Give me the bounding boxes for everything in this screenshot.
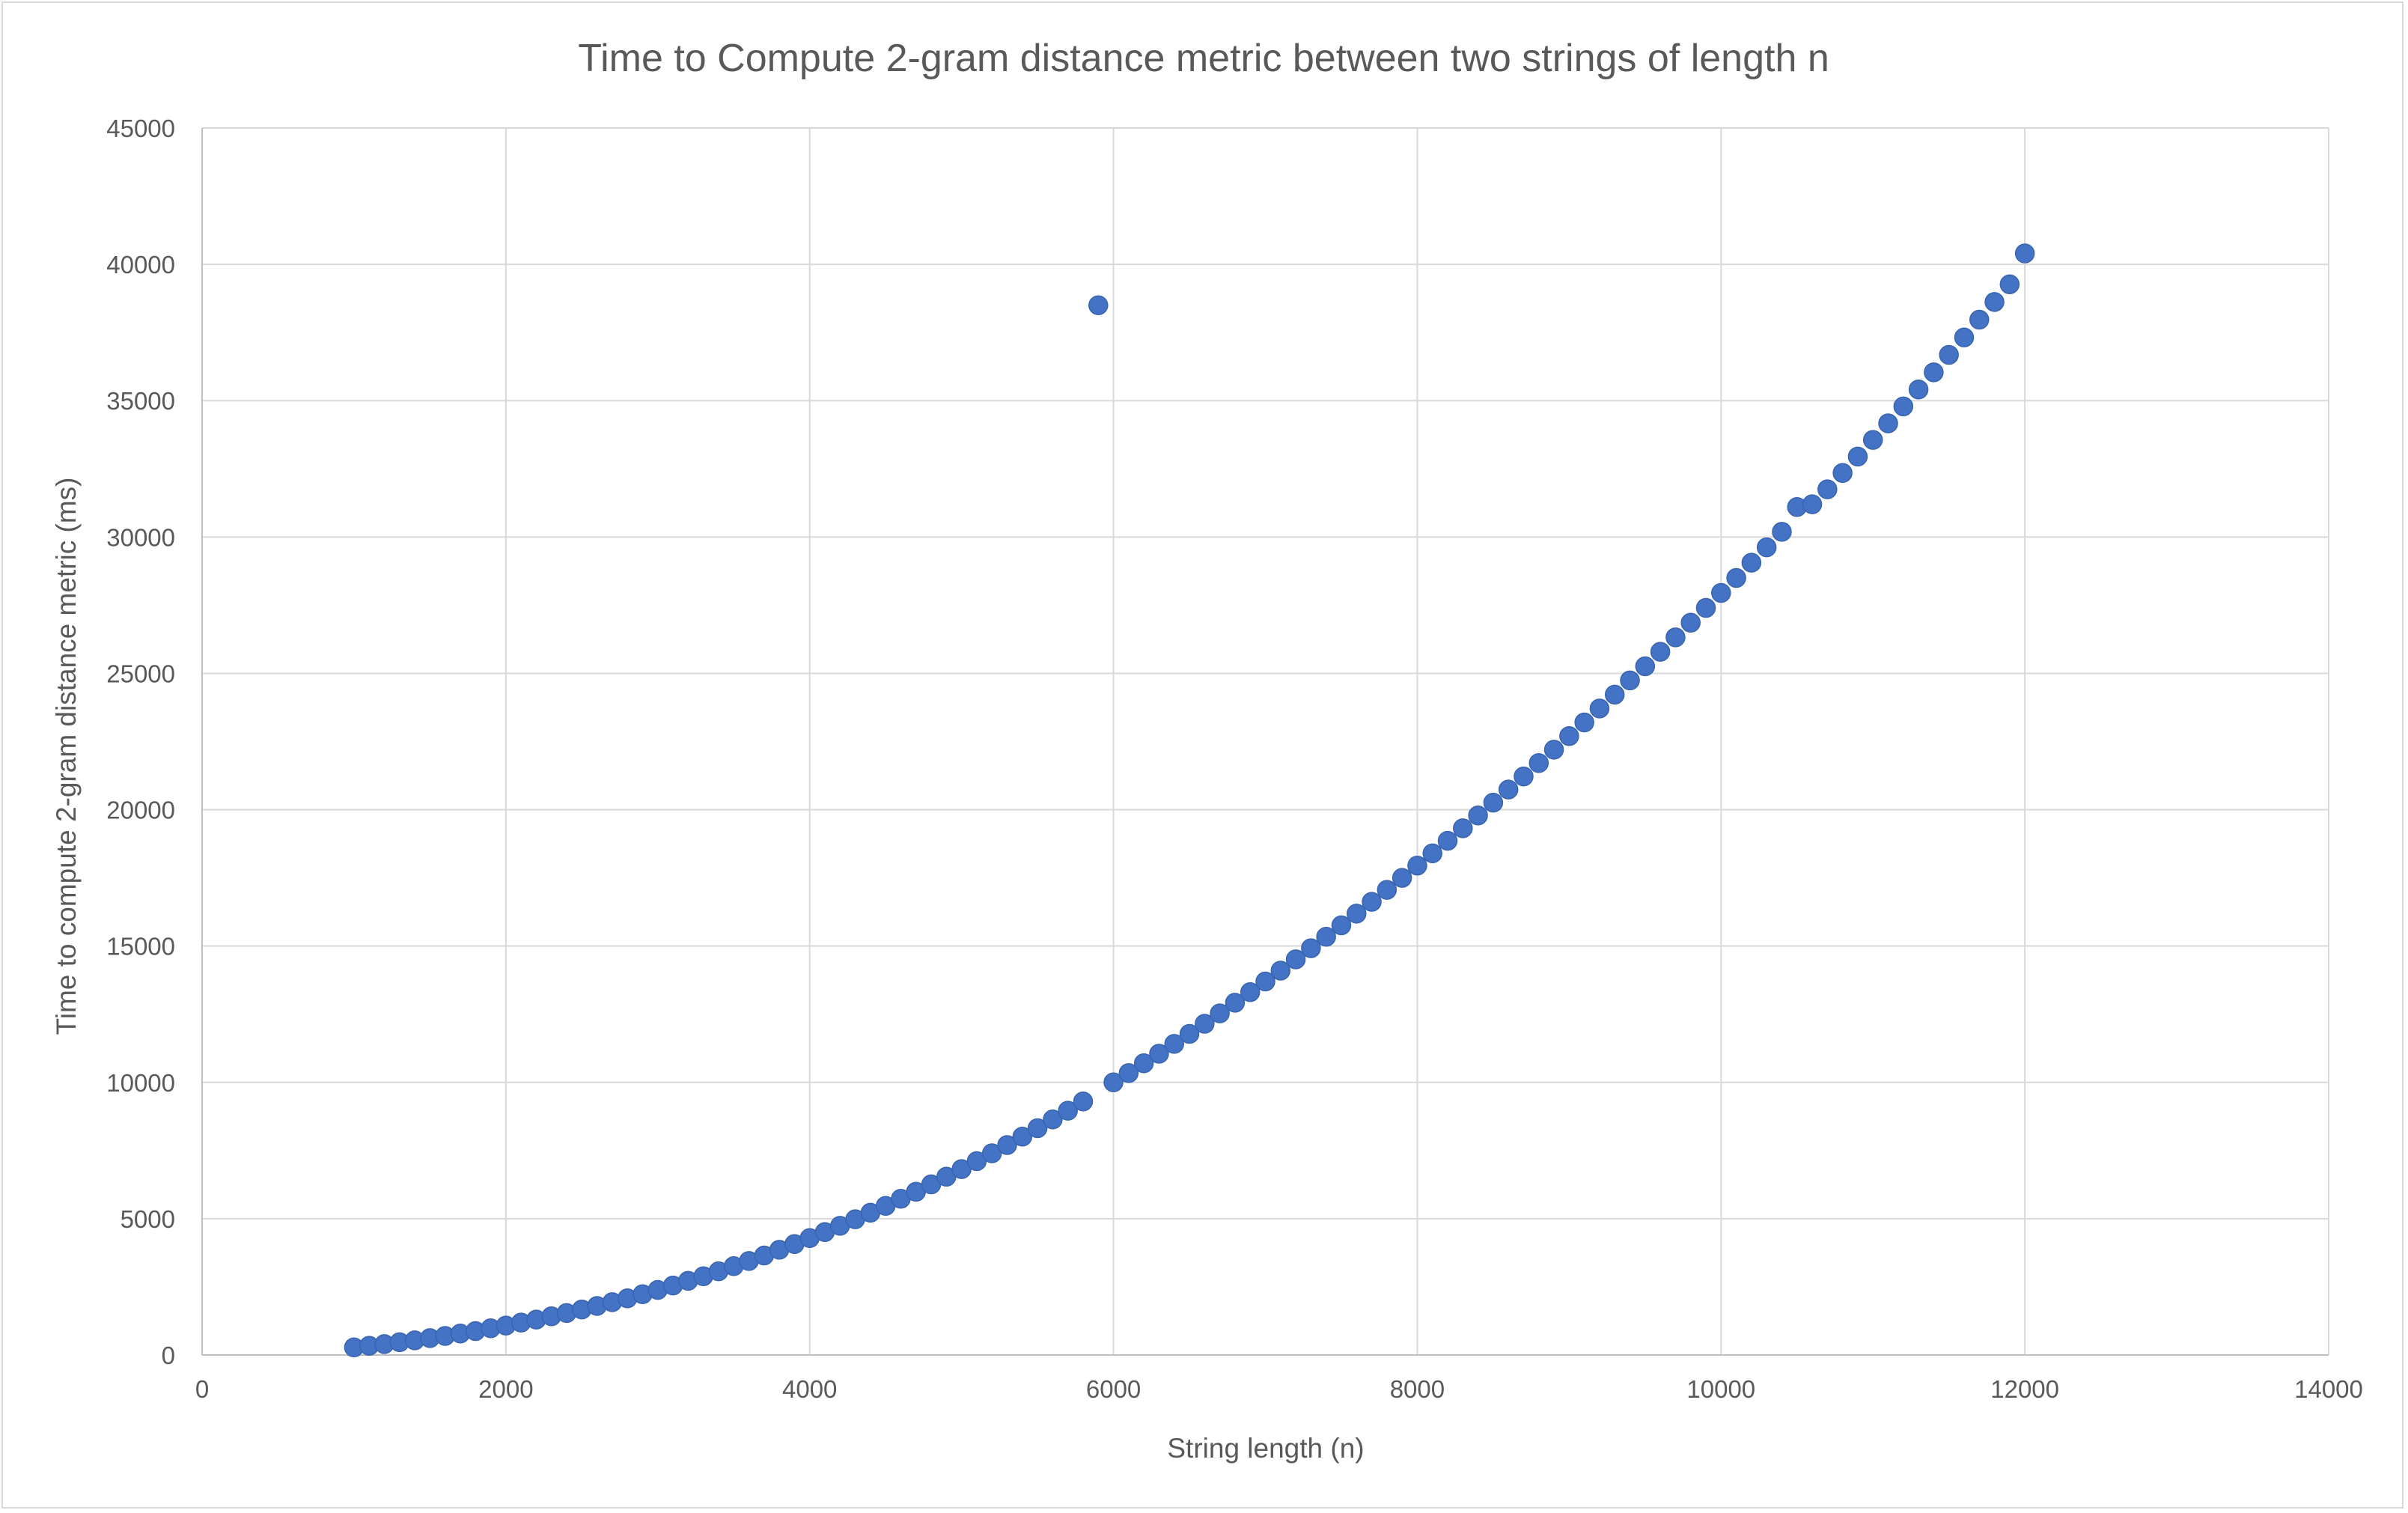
data-point bbox=[1589, 698, 1610, 719]
data-point bbox=[1149, 1044, 1169, 1064]
data-point bbox=[1437, 830, 1458, 851]
data-point bbox=[1559, 725, 1579, 746]
data-point bbox=[1878, 413, 1898, 433]
data-point bbox=[1240, 981, 1261, 1002]
y-tick-label: 0 bbox=[162, 1342, 175, 1369]
data-point bbox=[1392, 868, 1412, 888]
data-point bbox=[997, 1135, 1017, 1155]
data-point bbox=[1954, 327, 1975, 347]
data-point bbox=[1377, 880, 1397, 900]
data-point bbox=[1285, 949, 1306, 969]
data-point bbox=[1528, 753, 1549, 773]
data-point bbox=[1027, 1118, 1048, 1139]
data-point bbox=[1620, 670, 1640, 691]
data-point bbox=[1422, 843, 1442, 864]
x-tick-label: 14000 bbox=[2294, 1375, 2363, 1403]
data-point bbox=[1772, 522, 1792, 542]
data-point bbox=[1604, 684, 1625, 705]
data-point bbox=[1802, 494, 1823, 514]
data-point bbox=[1043, 1109, 1063, 1130]
y-tick-label: 35000 bbox=[106, 387, 175, 415]
data-point bbox=[1741, 552, 1762, 573]
data-point bbox=[1650, 642, 1671, 662]
data-point bbox=[1984, 292, 2005, 312]
data-point bbox=[1468, 805, 1488, 826]
y-tick-label: 45000 bbox=[106, 115, 175, 142]
gridlines bbox=[202, 127, 2329, 1355]
data-point bbox=[1118, 1063, 1139, 1083]
data-point bbox=[1574, 712, 1594, 733]
x-tick-label: 8000 bbox=[1390, 1375, 1445, 1403]
data-point bbox=[1969, 309, 1990, 330]
data-point bbox=[1407, 855, 1427, 876]
data-point bbox=[1301, 938, 1321, 958]
data-point bbox=[1195, 1014, 1215, 1034]
x-tick-label: 0 bbox=[195, 1375, 209, 1403]
data-point bbox=[1893, 396, 1914, 417]
data-point bbox=[1483, 792, 1504, 813]
y-tick-label: 20000 bbox=[106, 797, 175, 824]
x-tick-label: 10000 bbox=[1686, 1375, 1755, 1403]
y-tick-label: 40000 bbox=[106, 251, 175, 278]
y-tick-label: 25000 bbox=[106, 660, 175, 687]
data-point bbox=[1543, 740, 1564, 760]
chart-title: Time to Compute 2-gram distance metric b… bbox=[578, 37, 1829, 80]
data-point bbox=[1347, 904, 1367, 924]
data-point bbox=[1164, 1034, 1184, 1054]
data-point bbox=[1832, 463, 1853, 483]
data-point bbox=[1179, 1023, 1200, 1044]
data-point bbox=[1680, 612, 1701, 633]
data-point bbox=[1939, 344, 1959, 365]
data-point bbox=[1908, 380, 1929, 400]
data-point bbox=[1635, 656, 1656, 677]
data-point bbox=[1453, 818, 1473, 838]
data-point bbox=[1862, 430, 1883, 450]
y-tick-label: 30000 bbox=[106, 523, 175, 551]
data-point bbox=[1270, 961, 1291, 981]
data-point bbox=[1924, 362, 1944, 383]
data-point bbox=[981, 1143, 1002, 1163]
data-point bbox=[1073, 1092, 1094, 1112]
data-point bbox=[1225, 993, 1246, 1013]
tick-labels: 0500010000150002000025000300003500040000… bbox=[106, 115, 2363, 1403]
data-point bbox=[1058, 1100, 1078, 1121]
data-point bbox=[1133, 1053, 1154, 1074]
data-point bbox=[1999, 274, 2020, 294]
x-tick-label: 4000 bbox=[782, 1375, 837, 1403]
x-axis-label: String length (n) bbox=[1167, 1433, 1364, 1464]
x-tick-label: 6000 bbox=[1086, 1375, 1141, 1403]
data-point bbox=[1331, 915, 1352, 936]
data-point bbox=[1316, 927, 1336, 947]
x-tick-label: 12000 bbox=[1990, 1375, 2059, 1403]
data-points bbox=[344, 243, 2035, 1358]
data-point bbox=[1210, 1003, 1230, 1023]
data-point bbox=[1498, 779, 1519, 800]
data-point bbox=[1665, 627, 1686, 648]
data-point bbox=[1012, 1127, 1033, 1147]
data-point bbox=[1756, 537, 1777, 558]
axes bbox=[201, 128, 2329, 1356]
x-tick-label: 2000 bbox=[478, 1375, 533, 1403]
y-axis-label: Time to compute 2-gram distance metric (… bbox=[51, 478, 82, 1035]
y-tick-label: 15000 bbox=[106, 933, 175, 961]
data-point bbox=[1695, 597, 1716, 618]
data-point bbox=[1088, 295, 1109, 315]
data-point bbox=[1726, 567, 1746, 588]
data-point bbox=[1362, 892, 1382, 912]
y-tick-label: 5000 bbox=[121, 1205, 175, 1233]
data-point bbox=[1847, 446, 1868, 467]
data-point bbox=[1103, 1072, 1124, 1093]
y-tick-label: 10000 bbox=[106, 1069, 175, 1097]
data-point bbox=[1711, 582, 1731, 603]
data-point bbox=[1514, 766, 1534, 787]
data-point bbox=[2014, 243, 2035, 264]
data-point bbox=[1255, 971, 1275, 992]
data-point bbox=[1817, 479, 1838, 499]
